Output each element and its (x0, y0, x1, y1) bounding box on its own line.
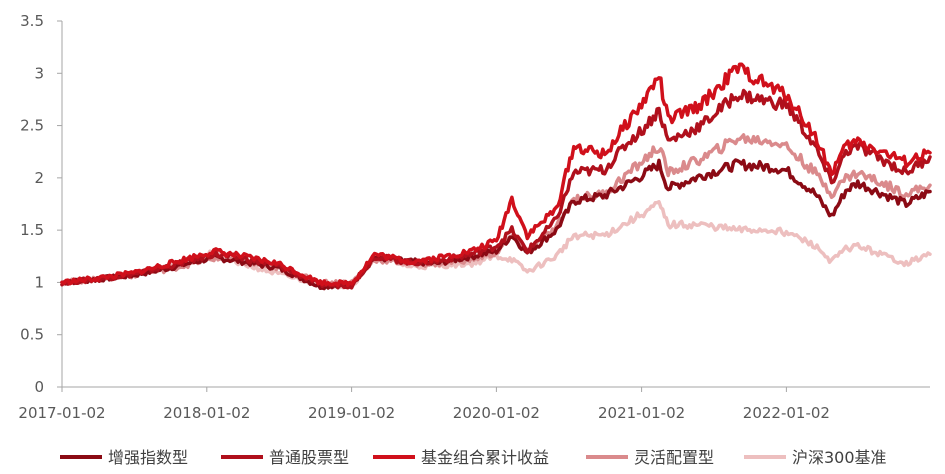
chart-series (60, 62, 932, 291)
series-line-4 (60, 200, 932, 290)
chart-legend: 增强指数型 普通股票型 基金组合累计收益 灵活配置型 沪深300基准 (60, 448, 887, 467)
y-tick-label: 3 (34, 64, 44, 82)
x-tick-label: 2019-01-02 (308, 404, 395, 422)
y-tick-label: 0 (34, 378, 44, 396)
series-line-2 (60, 62, 932, 288)
legend-label: 沪深300基准 (792, 448, 887, 467)
y-tick-label: 1.5 (20, 221, 44, 239)
y-tick-label: 2 (34, 169, 44, 187)
legend-label: 普通股票型 (269, 448, 349, 467)
y-tick-label: 3.5 (20, 12, 44, 30)
x-tick-label: 2018-01-02 (163, 404, 250, 422)
x-tick-label: 2017-01-02 (18, 404, 105, 422)
y-tick-label: 0.5 (20, 326, 44, 344)
y-tick-label: 1 (34, 273, 44, 291)
y-tick-label: 2.5 (20, 117, 44, 135)
x-tick-label: 2020-01-02 (453, 404, 540, 422)
series-line-0 (60, 158, 932, 291)
chart-axes: 0 0.5 1 1.5 2 2.5 3 3.5 2017-01-02 2018-01-02 2019… (18, 12, 930, 422)
legend-label: 基金组合累计收益 (421, 448, 549, 467)
legend-label: 增强指数型 (108, 448, 188, 467)
x-tick-label: 2022-01-02 (743, 404, 830, 422)
x-tick-label: 2021-01-02 (598, 404, 685, 422)
legend-label: 灵活配置型 (634, 448, 714, 467)
